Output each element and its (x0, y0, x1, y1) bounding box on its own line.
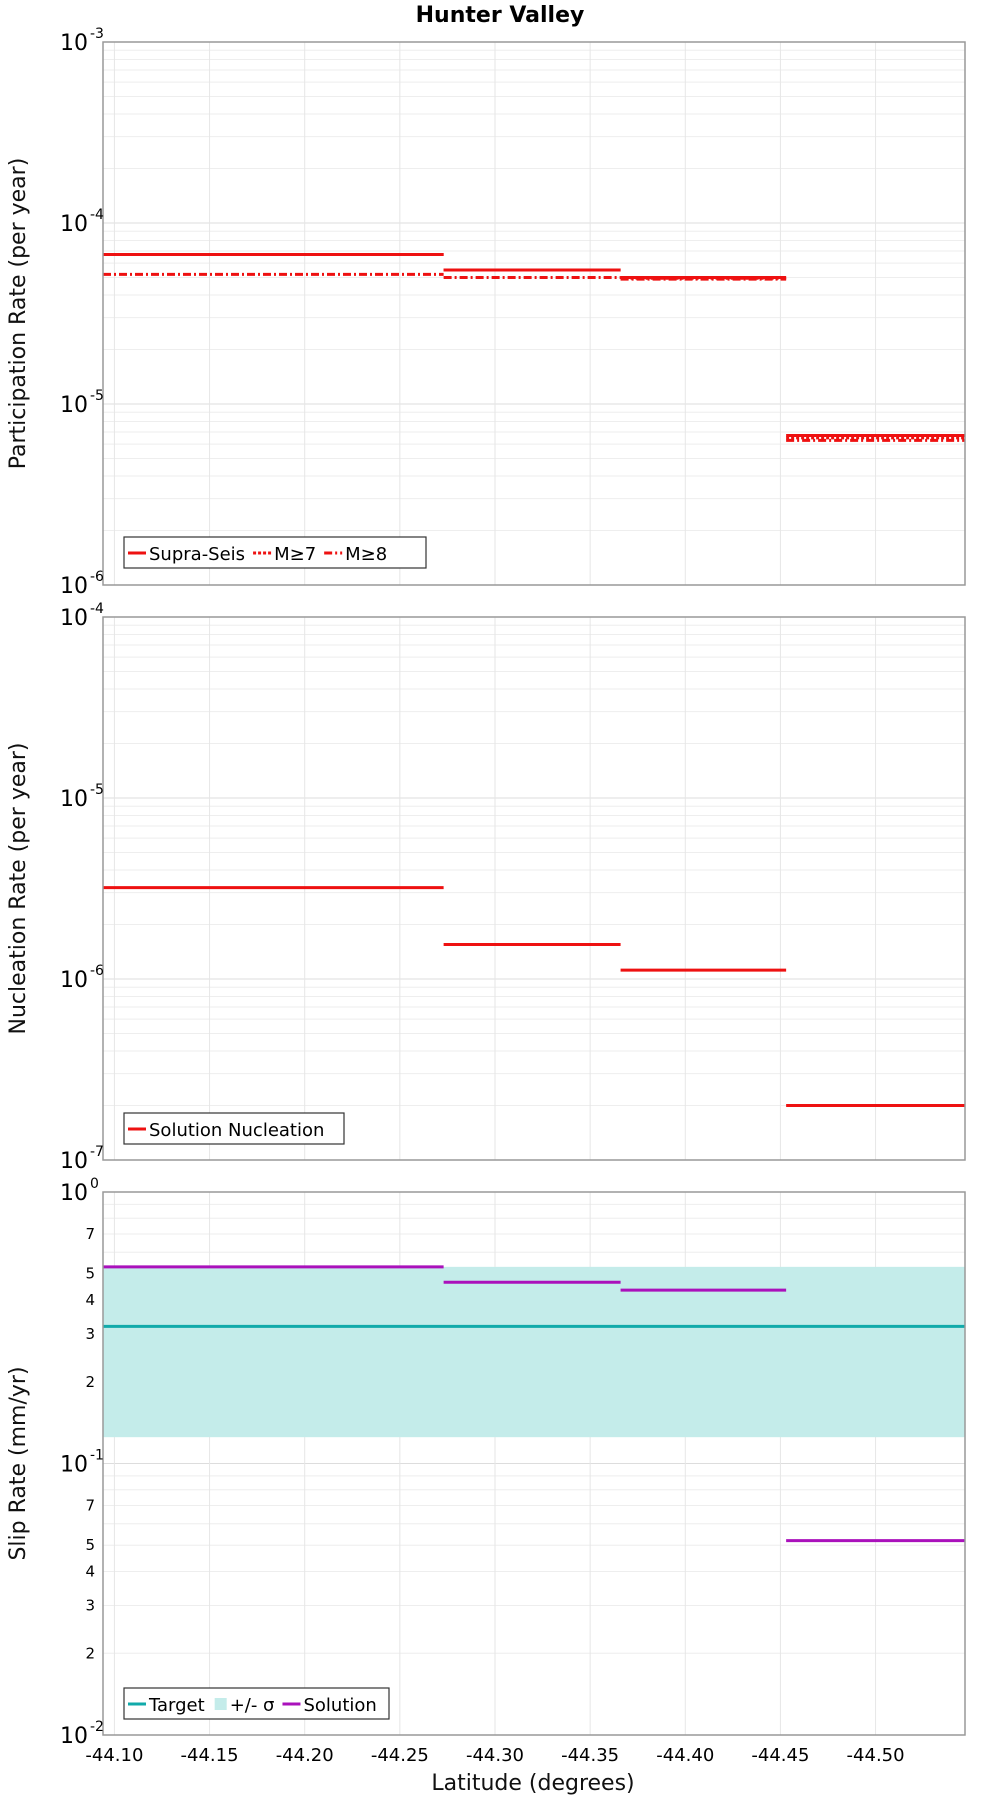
y-tick-exponent: -5 (90, 782, 104, 798)
y-tick-label: 10 (60, 31, 88, 56)
y-tick-label: 10 (60, 606, 88, 631)
x-axis: -44.10 -44.15 -44.20 -44.25 -44.30 -44.35 -44.… (85, 1745, 904, 1766)
y-tick-label: 10 (60, 968, 88, 993)
y-minor-tick-label: 4 (85, 1291, 95, 1309)
y-tick-exponent: 0 (90, 1176, 99, 1192)
y-minor-tick-label: 7 (85, 1497, 95, 1515)
x-tick-label: -44.50 (847, 1745, 905, 1766)
x-tick-label: -44.30 (466, 1745, 524, 1766)
legend-swatch (214, 1698, 227, 1710)
y-minor-tick-label: 5 (85, 1265, 95, 1283)
x-tick-label: -44.20 (276, 1745, 334, 1766)
y-tick-label: 10 (60, 574, 88, 599)
y-minor-tick-label: 3 (85, 1596, 95, 1614)
legend-box (123, 1112, 345, 1145)
chart-title: Hunter Valley (416, 3, 585, 28)
y-tick-exponent: -7 (90, 1144, 104, 1160)
legend-box (123, 536, 427, 569)
y-minor-tick-label: 4 (85, 1563, 95, 1581)
y-minor-tick-label: 7 (85, 1225, 95, 1243)
x-axis-label: Latitude (degrees) (431, 1771, 634, 1796)
y-tick-label: 10 (60, 787, 88, 812)
y-tick-label: 10 (60, 1453, 88, 1478)
y-minor-tick-label: 5 (85, 1536, 95, 1554)
legend: Solution Nucleation (123, 1112, 345, 1145)
y-axis-label: Participation Rate (per year) (6, 158, 31, 470)
legend-label: Solution Nucleation (149, 1120, 324, 1141)
y-minor-tick-label: 2 (85, 1373, 95, 1391)
y-minor-tick-label: 2 (85, 1644, 95, 1662)
x-tick-label: -44.10 (85, 1745, 143, 1766)
x-tick-label: -44.25 (371, 1745, 429, 1766)
sigma-band (103, 1266, 965, 1438)
x-tick-label: -44.40 (656, 1745, 714, 1766)
legend-label: Supra-Seis (149, 544, 245, 565)
legend-label: +/- σ (230, 1695, 275, 1716)
x-tick-label: -44.35 (561, 1745, 619, 1766)
x-tick-label: -44.15 (181, 1745, 239, 1766)
y-tick-exponent: -6 (90, 963, 104, 979)
y-tick-exponent: -4 (90, 601, 104, 617)
legend: Target +/- σ Solution (123, 1687, 390, 1720)
y-tick-label: 10 (60, 212, 88, 237)
y-tick-label: 10 (60, 1724, 88, 1749)
y-tick-exponent: -6 (90, 569, 104, 585)
y-tick-label: 10 (60, 393, 88, 418)
legend-label: Solution (303, 1695, 376, 1716)
plot-frame (102, 616, 966, 1161)
x-tick-label: -44.45 (751, 1745, 809, 1766)
legend-label: M≥8 (345, 544, 387, 565)
y-axis-label: Slip Rate (mm/yr) (6, 1366, 31, 1560)
plot-frame (102, 1191, 966, 1736)
y-tick-exponent: -2 (90, 1719, 104, 1735)
plot-frame (102, 41, 966, 586)
y-minor-tick-label: 3 (85, 1325, 95, 1343)
y-tick-label: 10 (60, 1149, 88, 1174)
y-tick-exponent: -3 (90, 26, 104, 42)
y-tick-exponent: -1 (90, 1448, 104, 1464)
legend-box (123, 1687, 390, 1720)
y-axis-label: Nucleation Rate (per year) (6, 743, 31, 1035)
legend-label: Target (148, 1695, 205, 1716)
legend: Supra-Seis M≥7 M≥8 (123, 536, 427, 569)
y-tick-label: 10 (60, 1181, 88, 1206)
legend-label: M≥7 (274, 544, 316, 565)
y-tick-exponent: -4 (90, 207, 104, 223)
y-tick-exponent: -5 (90, 388, 104, 404)
